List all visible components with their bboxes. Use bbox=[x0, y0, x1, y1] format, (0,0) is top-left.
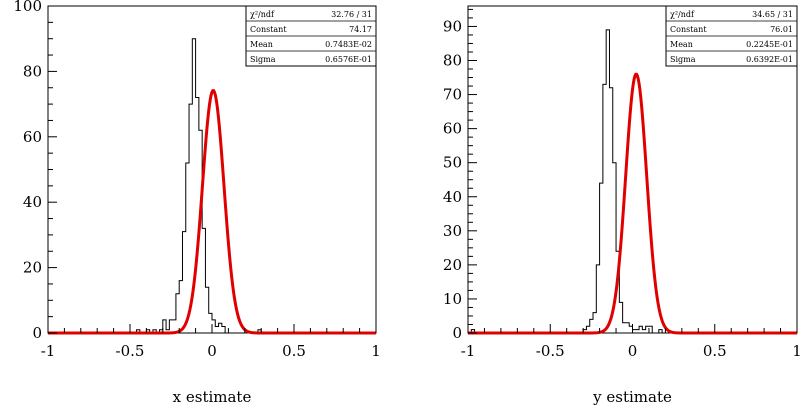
x-tick-label: 1 bbox=[371, 342, 381, 360]
stats-label: χ²/ndf bbox=[250, 10, 275, 19]
stats-value: 0.7483E-02 bbox=[325, 40, 372, 49]
stats-label: Constant bbox=[250, 25, 287, 34]
x-tick-label: 0.5 bbox=[703, 342, 727, 360]
stats-label: χ²/ndf bbox=[670, 10, 695, 19]
y-tick-label: 60 bbox=[23, 128, 42, 146]
stats-label: Mean bbox=[250, 40, 273, 49]
stats-label: Sigma bbox=[250, 55, 276, 64]
y-tick-label: 50 bbox=[443, 154, 462, 172]
stats-value: 34.65 / 31 bbox=[752, 10, 793, 19]
y-tick-label: 90 bbox=[443, 17, 462, 35]
y-tick-label: 100 bbox=[13, 0, 42, 15]
x-tick-label: -1 bbox=[461, 342, 476, 360]
stats-label: Constant bbox=[670, 25, 707, 34]
stats-value: 74.17 bbox=[349, 25, 372, 34]
x-axis-title: y estimate bbox=[592, 388, 672, 406]
y-tick-label: 0 bbox=[452, 324, 462, 342]
x-tick-label: 1 bbox=[792, 342, 800, 360]
stats-value: 32.76 / 31 bbox=[331, 10, 372, 19]
x-tick-label: -1 bbox=[41, 342, 56, 360]
stats-value: 76.01 bbox=[770, 25, 793, 34]
y-tick-label: 80 bbox=[23, 62, 42, 80]
x-tick-label: 0 bbox=[207, 342, 217, 360]
y-tick-label: 30 bbox=[443, 222, 462, 240]
y-tick-label: 20 bbox=[23, 259, 42, 277]
stats-value: 0.2245E-01 bbox=[746, 40, 793, 49]
y-tick-label: 80 bbox=[443, 52, 462, 70]
y-tick-label: 40 bbox=[443, 188, 462, 206]
y-tick-label: 20 bbox=[443, 256, 462, 274]
histogram-outline bbox=[48, 38, 376, 334]
y-tick-label: 10 bbox=[443, 290, 462, 308]
stats-value: 0.6576E-01 bbox=[325, 55, 372, 64]
x-axis-title: x estimate bbox=[173, 388, 252, 406]
y-tick-label: 60 bbox=[443, 120, 462, 138]
x-tick-label: 0.5 bbox=[282, 342, 306, 360]
x-estimate-panel: -1 -0.5 0 0.5 1 0 20 40 60 80 100 x estimate χ²/ndf 3… bbox=[13, 0, 380, 406]
y-tick-label: 40 bbox=[23, 193, 42, 211]
x-tick-label: 0 bbox=[628, 342, 638, 360]
x-tick-label: -0.5 bbox=[116, 342, 145, 360]
stats-label: Sigma bbox=[670, 55, 696, 64]
y-tick-label: 0 bbox=[32, 324, 42, 342]
gaussian-fit-curve bbox=[48, 89, 376, 335]
gaussian-fit-curve bbox=[468, 72, 797, 335]
histogram-outline bbox=[468, 29, 797, 334]
stats-value: 0.6392E-01 bbox=[746, 55, 793, 64]
stats-label: Mean bbox=[670, 40, 693, 49]
x-tick-label: -0.5 bbox=[536, 342, 565, 360]
y-tick-label: 70 bbox=[443, 86, 462, 104]
